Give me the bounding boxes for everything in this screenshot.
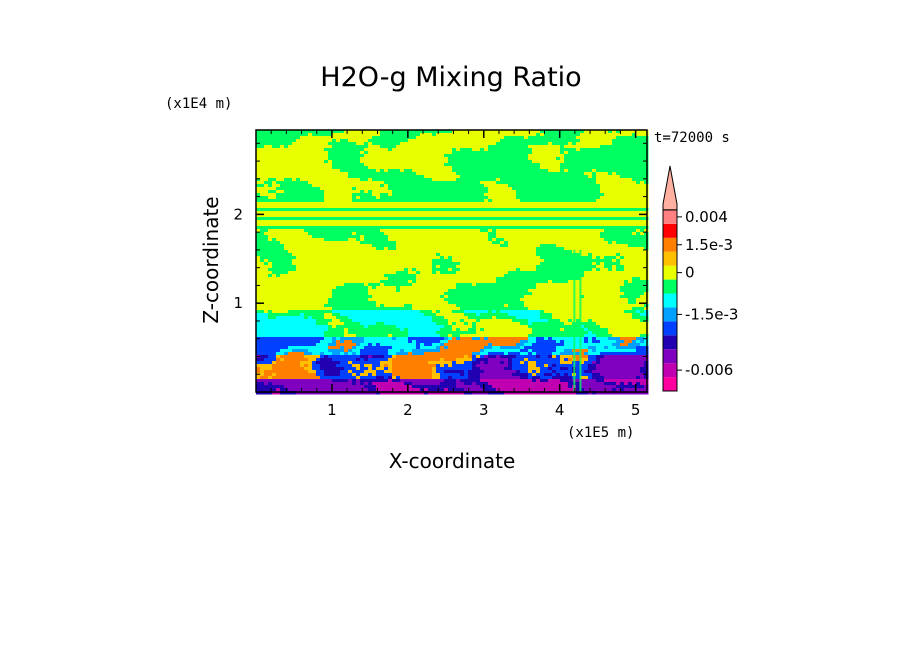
y-tick-label: 2	[233, 205, 243, 223]
x-axis-unit: (x1E5 m)	[567, 425, 634, 441]
colorbar: 0.004 1.5e-3 0 -1.5e-3 -0.006	[662, 165, 738, 392]
x-tick-label: 4	[555, 401, 565, 419]
x-tick-label: 1	[327, 401, 337, 419]
time-label: t=72000 s	[654, 130, 730, 146]
y-axis-unit: (x1E4 m)	[165, 96, 232, 112]
x-tick-label: 2	[403, 401, 413, 419]
colorbar-level	[663, 209, 677, 224]
colorbar-arrow	[662, 165, 678, 211]
y-tick-label: 1	[233, 294, 243, 312]
colorbar-tick-label: 0.004	[685, 208, 728, 226]
colorbar-level	[663, 251, 677, 266]
plot-axes: 1 2 3 4 5 1 2	[233, 129, 648, 419]
colorbar-level	[663, 293, 677, 308]
colorbar-tick-label: 0	[685, 264, 695, 282]
plot-frame	[255, 129, 648, 393]
colorbar-level	[663, 265, 677, 280]
colorbar-frame	[662, 209, 678, 392]
y-axis-label: Z-coordinate	[199, 196, 223, 323]
colorbar-level	[663, 335, 677, 350]
colorbar-level	[663, 377, 677, 391]
colorbar-level	[663, 363, 677, 378]
x-tick-label: 5	[631, 401, 641, 419]
colorbar-level	[663, 279, 677, 294]
colorbar-level	[663, 307, 677, 322]
contour-plot	[256, 130, 649, 395]
colorbar-tick-label: -1.5e-3	[685, 305, 738, 323]
colorbar-level	[663, 349, 677, 364]
colorbar-tick-label: -0.006	[685, 361, 733, 379]
colorbar-level	[663, 237, 677, 252]
colorbar-tick-label: 1.5e-3	[685, 236, 733, 254]
colorbar-level	[663, 223, 677, 238]
x-axis-label: X-coordinate	[389, 449, 516, 473]
chart-title: H2O-g Mixing Ratio	[320, 62, 581, 93]
x-tick-label: 3	[479, 401, 489, 419]
colorbar-level	[663, 321, 677, 336]
